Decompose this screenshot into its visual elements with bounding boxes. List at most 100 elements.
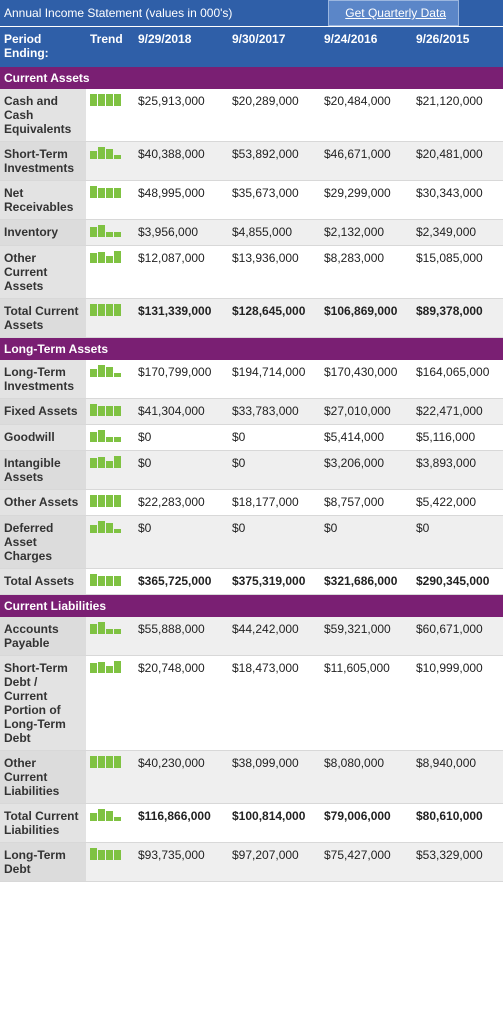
trend-bar (114, 576, 121, 586)
trend-icon (90, 456, 121, 468)
data-row: Long-Term Investments $170,799,000 $194,71… (0, 360, 503, 399)
row-label: Total Assets (0, 568, 86, 595)
quarterly-link[interactable]: Get Quarterly Data (328, 0, 459, 26)
value-cell: $13,936,000 (228, 245, 320, 299)
trend-bar (90, 404, 97, 416)
trend-icon (90, 430, 121, 442)
row-label: Net Receivables (0, 180, 86, 220)
trend-icon (90, 809, 121, 821)
value-cell: $79,006,000 (320, 803, 412, 843)
trend-bar (114, 251, 121, 263)
row-label: Goodwill (0, 424, 86, 451)
value-cell: $60,671,000 (412, 617, 503, 656)
trend-cell (86, 180, 134, 220)
value-cell: $97,207,000 (228, 842, 320, 882)
trend-bar (90, 253, 97, 263)
data-row: Other Current Assets $12,087,000 $13,936,0… (0, 245, 503, 299)
value-cell: $365,725,000 (134, 568, 228, 595)
trend-bar (90, 227, 97, 237)
value-cell: $5,116,000 (412, 424, 503, 451)
trend-bar (90, 574, 97, 586)
value-cell: $30,343,000 (412, 180, 503, 220)
trend-icon (90, 521, 121, 533)
value-cell: $0 (320, 515, 412, 569)
value-cell: $131,339,000 (134, 298, 228, 338)
trend-bar (106, 850, 113, 860)
trend-bar (98, 252, 105, 263)
value-cell: $38,099,000 (228, 750, 320, 804)
trend-icon (90, 622, 121, 634)
trend-bar (98, 521, 105, 533)
value-cell: $15,085,000 (412, 245, 503, 299)
header-row: Period Ending: Trend 9/29/2018 9/30/2017 9/2… (0, 27, 503, 67)
value-cell: $8,080,000 (320, 750, 412, 804)
value-cell: $40,388,000 (134, 141, 228, 181)
trend-bar (114, 373, 121, 377)
trend-icon (90, 94, 121, 106)
trend-bar (98, 576, 105, 586)
value-cell: $0 (228, 515, 320, 569)
trend-bar (98, 430, 105, 442)
trend-bar (106, 666, 113, 673)
data-row: Short-Term Investments $40,388,000 $53,892… (0, 141, 503, 181)
data-row: Other Current Liabilities $40,230,000 $38,… (0, 750, 503, 804)
trend-icon (90, 661, 121, 673)
trend-bar (90, 304, 97, 316)
value-cell: $5,422,000 (412, 489, 503, 516)
trend-cell (86, 245, 134, 299)
value-cell: $20,748,000 (134, 655, 228, 751)
trend-cell (86, 842, 134, 882)
trend-bar (90, 458, 97, 468)
table-body: Current Assets Cash and Cash Equivalents $… (0, 67, 503, 882)
trend-bar (106, 367, 113, 377)
trend-bar (114, 661, 121, 673)
value-cell: $55,888,000 (134, 617, 228, 656)
row-label: Total Current Liabilities (0, 803, 86, 843)
statement-table: Period Ending: Trend 9/29/2018 9/30/2017 9/2… (0, 27, 503, 882)
trend-bar (90, 432, 97, 442)
value-cell: $3,206,000 (320, 450, 412, 490)
trend-bar (90, 848, 97, 860)
trend-cell (86, 750, 134, 804)
trend-bar (98, 809, 105, 821)
trend-icon (90, 848, 121, 860)
row-label: Short-Term Debt / Current Portion of Lon… (0, 655, 86, 751)
trend-cell (86, 141, 134, 181)
trend-cell (86, 489, 134, 516)
trend-bar (106, 811, 113, 821)
value-cell: $0 (228, 450, 320, 490)
value-cell: $22,283,000 (134, 489, 228, 516)
value-cell: $53,892,000 (228, 141, 320, 181)
value-cell: $20,289,000 (228, 89, 320, 142)
data-row: Intangible Assets $0 $0 $3,206,000 $3,893,00… (0, 450, 503, 490)
value-cell: $0 (228, 424, 320, 451)
value-cell: $33,783,000 (228, 398, 320, 425)
trend-bar (98, 406, 105, 416)
value-cell: $48,995,000 (134, 180, 228, 220)
trend-cell (86, 398, 134, 425)
trend-bar (98, 850, 105, 860)
trend-bar (98, 662, 105, 673)
column-header: 9/29/2018 (134, 27, 228, 67)
row-label: Total Current Assets (0, 298, 86, 338)
trend-bar (114, 456, 121, 468)
trend-bar (114, 304, 121, 316)
trend-bar (114, 155, 121, 159)
trend-cell (86, 450, 134, 490)
section-row: Current Liabilities (0, 594, 503, 617)
value-cell: $116,866,000 (134, 803, 228, 843)
trend-cell (86, 298, 134, 338)
section-title: Current Liabilities (0, 594, 503, 617)
row-label: Accounts Payable (0, 617, 86, 656)
trend-bar (106, 756, 113, 768)
value-cell: $3,956,000 (134, 219, 228, 246)
value-cell: $170,799,000 (134, 360, 228, 399)
data-row: Accounts Payable $55,888,000 $44,242,000 $5… (0, 617, 503, 656)
trend-cell (86, 803, 134, 843)
row-label: Deferred Asset Charges (0, 515, 86, 569)
value-cell: $11,605,000 (320, 655, 412, 751)
value-cell: $106,869,000 (320, 298, 412, 338)
value-cell: $35,673,000 (228, 180, 320, 220)
trend-icon (90, 495, 121, 507)
